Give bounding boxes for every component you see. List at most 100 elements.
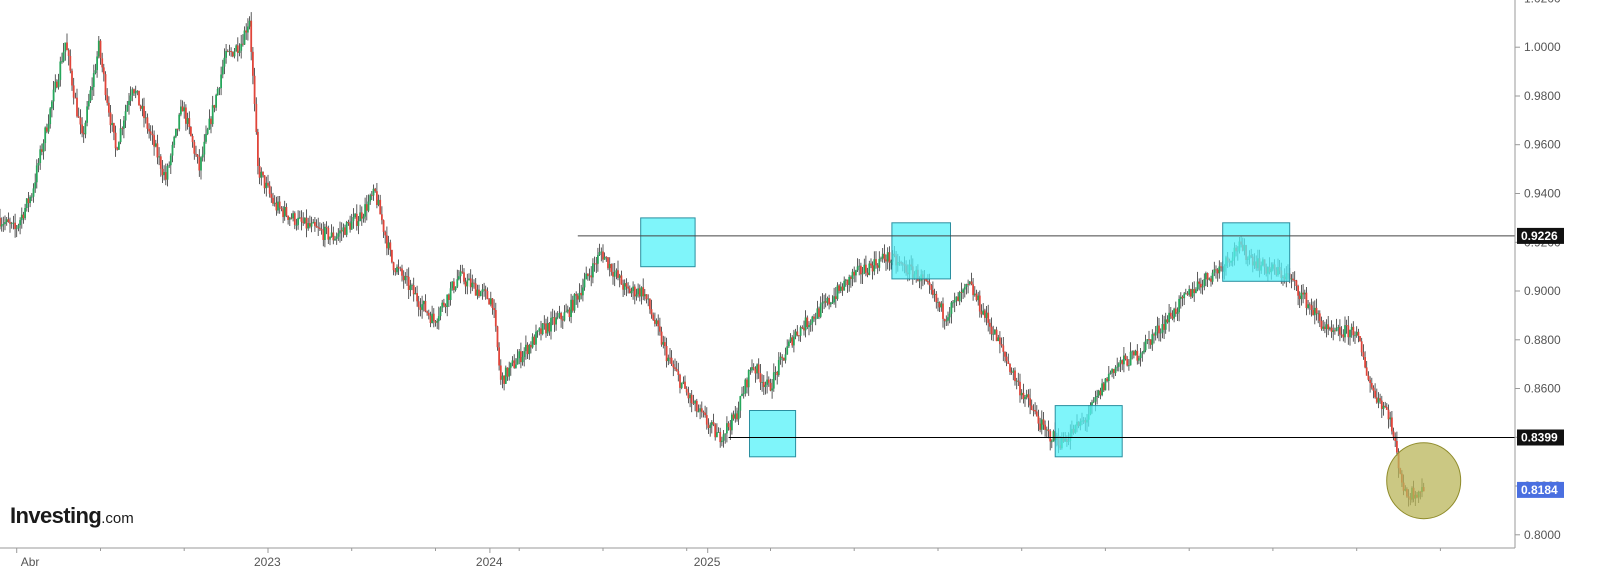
candle-up: [1176, 312, 1179, 314]
candle-down: [365, 204, 368, 211]
candle-up: [1012, 370, 1015, 373]
candle-up: [307, 223, 310, 229]
candle-down: [885, 259, 887, 262]
candle-up: [794, 331, 797, 337]
candle-down: [7, 219, 10, 223]
candle-up: [953, 300, 956, 303]
candle-up: [977, 295, 980, 301]
candle-down: [231, 51, 234, 57]
candle-up: [96, 56, 98, 71]
candle-up: [52, 89, 55, 102]
candle-up: [1146, 339, 1149, 341]
candle-up: [1300, 292, 1303, 300]
candle-down: [620, 275, 623, 285]
candle-down: [875, 259, 877, 266]
candle-up: [111, 123, 114, 126]
candle-down: [287, 215, 289, 220]
candle-up: [918, 280, 921, 282]
candle-up: [1096, 395, 1098, 398]
candle-down: [494, 310, 497, 327]
candle-down: [268, 185, 271, 194]
candle-down: [1305, 292, 1308, 308]
candle-up: [134, 91, 137, 94]
candle-down: [46, 127, 48, 132]
candle-down: [669, 357, 671, 359]
candle-down: [1210, 278, 1212, 282]
candle-down: [776, 372, 779, 375]
candle-up: [613, 272, 616, 277]
candle-up: [804, 317, 807, 331]
candle-up: [1104, 378, 1107, 391]
candle-up: [618, 275, 621, 278]
candle-down: [109, 112, 112, 126]
candle-down: [645, 294, 648, 300]
candle-down: [628, 288, 631, 294]
candle-down: [394, 270, 397, 273]
candle-down: [1298, 295, 1301, 300]
candle-up: [163, 172, 165, 176]
candle-down: [605, 256, 608, 258]
candle-up: [643, 294, 646, 297]
candle-up: [525, 344, 527, 352]
candle-up: [421, 304, 423, 310]
candle-down: [448, 294, 450, 300]
candle-up: [131, 89, 134, 96]
candle-up: [973, 293, 976, 296]
candle-down: [1379, 398, 1381, 401]
candle-up: [362, 216, 365, 219]
candle-up: [479, 291, 482, 297]
candle-up: [57, 79, 60, 88]
candle-up: [615, 270, 618, 273]
candle-up: [786, 346, 789, 355]
candle-up: [789, 337, 792, 342]
candle-down: [1042, 419, 1045, 425]
candle-down: [1198, 281, 1201, 284]
candle-down: [838, 285, 840, 291]
candle-up: [1107, 373, 1110, 381]
candle-up: [635, 294, 638, 297]
candle-down: [453, 281, 455, 290]
candle-down: [309, 223, 311, 227]
candle-down: [491, 298, 494, 308]
candle-up: [963, 286, 966, 290]
candle-up: [1116, 366, 1119, 368]
candle-down: [432, 313, 435, 322]
candle-down: [1171, 316, 1174, 319]
candle-down: [143, 106, 145, 118]
candle-down: [853, 271, 856, 276]
candle-down: [540, 328, 542, 334]
candle-up: [1091, 402, 1093, 406]
candle-down: [290, 217, 293, 219]
candle-down: [665, 346, 668, 362]
candle-down: [419, 307, 422, 310]
candle-up: [5, 219, 8, 223]
candle-down: [1357, 331, 1360, 336]
candle-down: [159, 156, 162, 169]
candle-down: [236, 45, 239, 53]
candle-up: [538, 328, 541, 331]
candle-down: [942, 303, 944, 319]
candle-down: [376, 191, 378, 205]
candle-down: [1372, 387, 1375, 391]
candle-down: [650, 309, 653, 315]
candle-down: [399, 268, 402, 270]
candle-up: [1317, 313, 1320, 315]
candle-down: [927, 281, 929, 283]
candle-down: [672, 364, 675, 368]
x-tick-label: 2023: [254, 555, 281, 569]
candle-down: [649, 298, 651, 310]
candle-down: [990, 326, 993, 335]
candle-down: [575, 294, 578, 296]
candle-up: [1325, 324, 1328, 329]
candle-down: [576, 295, 579, 300]
candle-up: [566, 309, 569, 312]
candle-down: [1200, 283, 1202, 288]
candle-up: [710, 422, 713, 426]
candle-up: [377, 199, 380, 205]
candle-up: [868, 263, 871, 275]
candle-up: [689, 394, 691, 399]
candle-down: [1339, 327, 1341, 335]
candle-down: [930, 285, 933, 290]
candle-down: [684, 381, 686, 389]
